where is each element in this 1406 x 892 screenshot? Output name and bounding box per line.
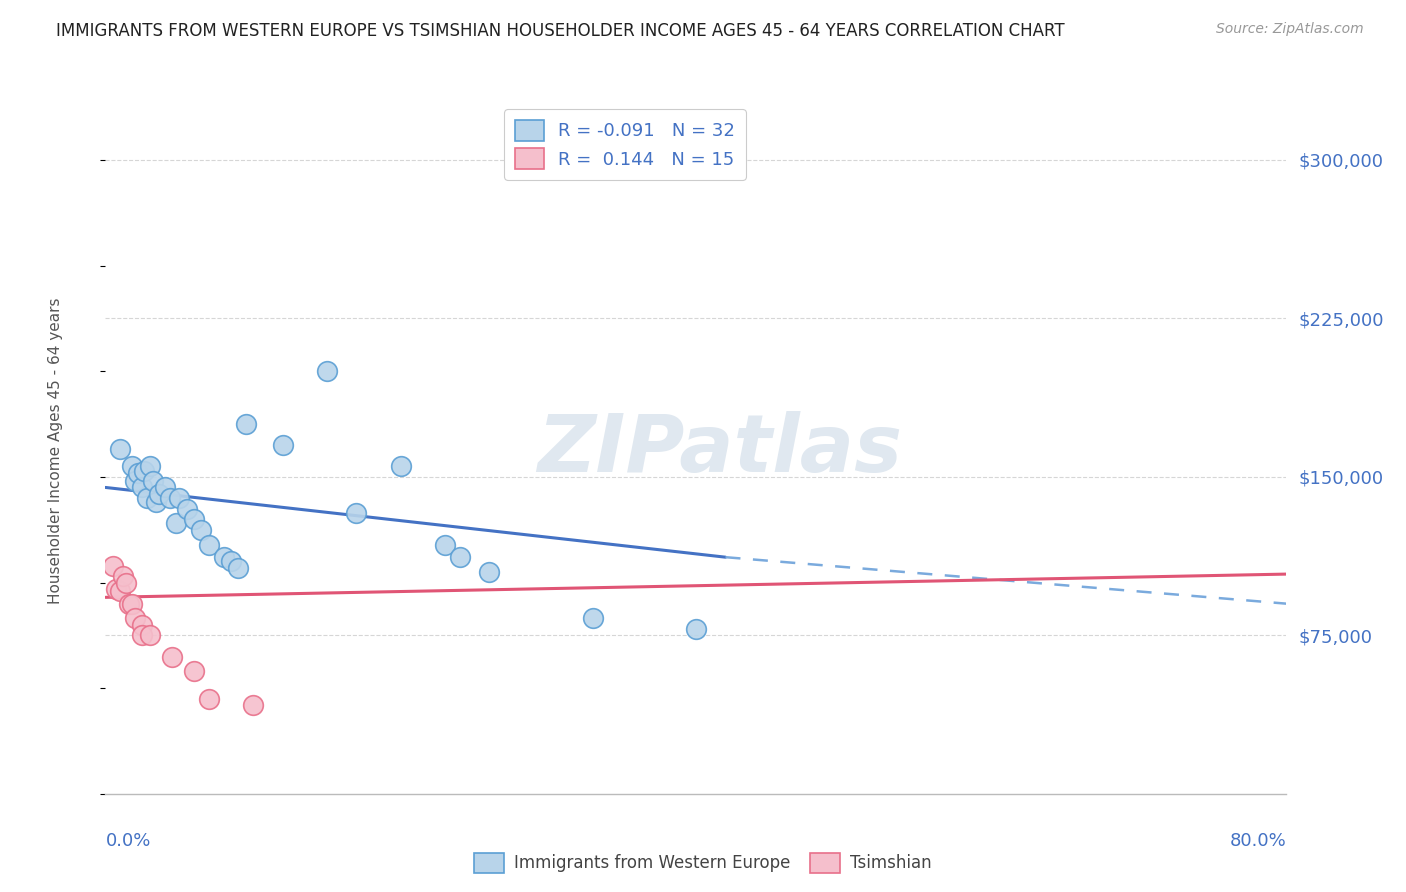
- Point: [389, 459, 412, 474]
- Point: [101, 558, 124, 573]
- Point: [112, 569, 135, 583]
- Point: [160, 649, 183, 664]
- Point: [190, 523, 212, 537]
- Text: ZIPatlas: ZIPatlas: [537, 411, 903, 490]
- Point: [271, 438, 294, 452]
- Text: Householder Income Ages 45 - 64 years: Householder Income Ages 45 - 64 years: [48, 297, 63, 604]
- Point: [142, 474, 165, 488]
- Point: [138, 628, 162, 642]
- Point: [197, 691, 219, 706]
- Point: [135, 491, 157, 505]
- Text: 80.0%: 80.0%: [1230, 831, 1286, 850]
- Point: [118, 597, 141, 611]
- Point: [131, 628, 153, 642]
- Point: [226, 560, 250, 574]
- Legend: R = -0.091   N = 32, R =  0.144   N = 15: R = -0.091 N = 32, R = 0.144 N = 15: [505, 109, 747, 180]
- Point: [197, 537, 219, 551]
- Point: [145, 495, 167, 509]
- Point: [685, 622, 707, 636]
- Point: [183, 665, 205, 679]
- Point: [132, 464, 155, 478]
- Point: [315, 364, 337, 378]
- Point: [169, 491, 191, 505]
- Point: [148, 487, 170, 501]
- Point: [110, 584, 132, 599]
- Text: Source: ZipAtlas.com: Source: ZipAtlas.com: [1216, 22, 1364, 37]
- Legend: Immigrants from Western Europe, Tsimshian: Immigrants from Western Europe, Tsimshia…: [467, 847, 939, 880]
- Point: [110, 442, 132, 457]
- Point: [131, 480, 153, 494]
- Point: [242, 698, 264, 712]
- Point: [121, 597, 143, 611]
- Text: IMMIGRANTS FROM WESTERN EUROPE VS TSIMSHIAN HOUSEHOLDER INCOME AGES 45 - 64 YEAR: IMMIGRANTS FROM WESTERN EUROPE VS TSIMSH…: [56, 22, 1064, 40]
- Point: [478, 565, 501, 579]
- Point: [115, 575, 138, 590]
- Point: [124, 611, 146, 625]
- Point: [153, 480, 176, 494]
- Point: [581, 611, 603, 625]
- Point: [159, 491, 181, 505]
- Point: [124, 474, 146, 488]
- Point: [121, 459, 143, 474]
- Point: [138, 459, 162, 474]
- Point: [176, 501, 198, 516]
- Point: [235, 417, 257, 431]
- Point: [104, 582, 127, 596]
- Point: [183, 512, 205, 526]
- Point: [434, 537, 457, 551]
- Point: [219, 554, 242, 568]
- Point: [131, 617, 153, 632]
- Point: [127, 466, 149, 480]
- Text: 0.0%: 0.0%: [105, 831, 150, 850]
- Point: [346, 506, 368, 520]
- Point: [449, 550, 471, 565]
- Point: [165, 516, 187, 531]
- Point: [212, 550, 235, 565]
